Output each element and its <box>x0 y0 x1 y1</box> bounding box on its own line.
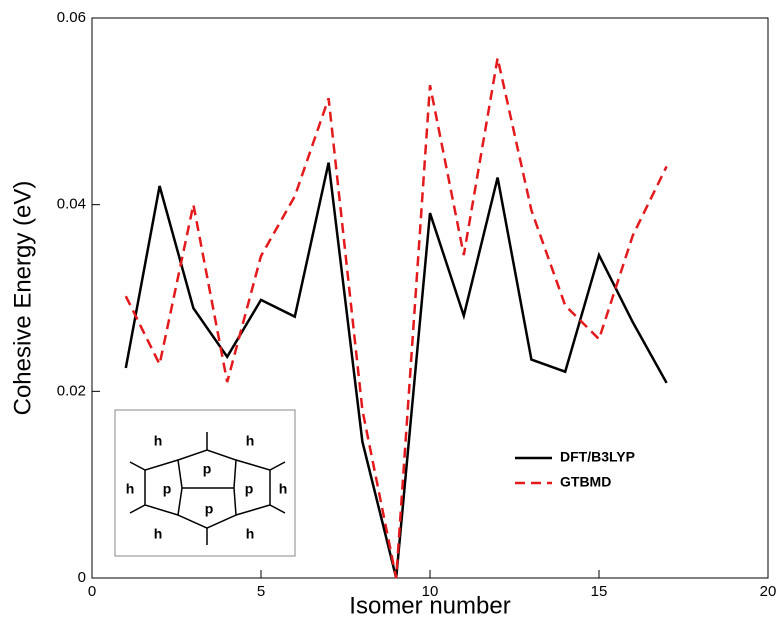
inset-edges <box>177 449 237 529</box>
inset-label: h <box>279 481 288 497</box>
y-tick-label: 0 <box>78 569 86 586</box>
series-line <box>124 57 668 579</box>
inset-edges <box>235 459 271 516</box>
inset-label: p <box>205 501 214 517</box>
inset-edges <box>144 459 179 516</box>
inset-spikes <box>129 432 286 545</box>
inset-label: h <box>126 481 135 497</box>
y-tick-label: 0.04 <box>57 196 86 213</box>
x-tick-label: 20 <box>760 583 777 600</box>
inset-label: h <box>246 433 255 449</box>
inset-frame <box>114 409 296 557</box>
y-axis-label: Cohesive Energy (eV) <box>9 181 36 416</box>
inset-label: h <box>154 526 163 542</box>
x-axis-label: Isomer number <box>349 592 510 619</box>
x-tick-label: 5 <box>257 583 265 600</box>
inset-labels: h h h h h h p p p p <box>126 433 288 542</box>
y-tick-label: 0.02 <box>57 382 86 399</box>
legend-label: DFT/B3LYP <box>560 449 635 465</box>
inset-label: p <box>203 461 212 477</box>
inset <box>114 409 296 557</box>
x-tick-label: 0 <box>88 583 96 600</box>
inset-label: p <box>245 481 254 497</box>
x-tick-label: 15 <box>591 583 608 600</box>
x-tick-label: 10 <box>422 583 439 600</box>
legend-label: GTBMD <box>560 474 611 490</box>
y-tick-label: 0.06 <box>57 9 86 26</box>
inset-label: h <box>246 526 255 542</box>
inset-label: h <box>154 433 163 449</box>
inset-label: p <box>163 481 172 497</box>
